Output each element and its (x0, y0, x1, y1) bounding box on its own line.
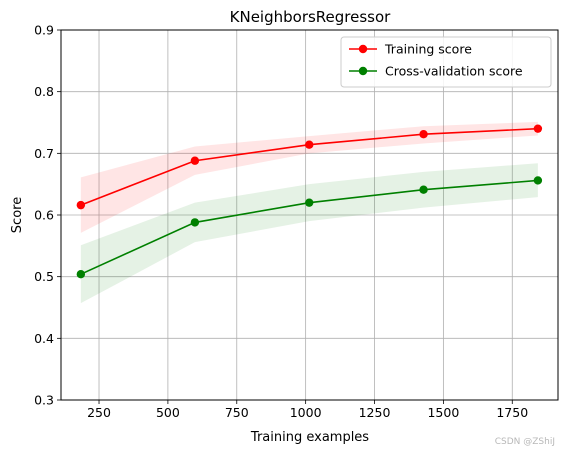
training-score-point (190, 156, 200, 165)
cross-validation-score-point (305, 198, 314, 207)
chart-title: KNeighborsRegressor (230, 8, 392, 26)
cross-validation-score-point (533, 176, 543, 185)
x-tick-label: 250 (87, 405, 111, 420)
y-tick-label: 0.4 (34, 331, 54, 346)
legend-training-score-marker (358, 44, 368, 54)
watermark: CSDN @ZShiJ (494, 437, 555, 447)
x-tick-label: 750 (225, 405, 249, 420)
cross-validation-score-point (190, 218, 200, 227)
legend-box (340, 36, 552, 88)
training-score-point (305, 140, 314, 149)
y-tick-label: 0.6 (34, 208, 54, 223)
cross-validation-score-point (76, 270, 86, 279)
axis-ticks: 250 500 750 1000 1250 1500 1750 0.3 0.4 0.5 0.6 0.7… (34, 23, 528, 421)
training-score-point (533, 124, 543, 133)
y-axis-label: Score (10, 197, 25, 233)
x-tick-label: 1250 (359, 405, 391, 420)
legend-cross-validation-score-label: Cross-validation score (385, 64, 523, 79)
legend: Training score Cross-validation score (340, 36, 552, 88)
legend-training-score-label: Training score (384, 42, 472, 57)
x-tick-label: 1000 (290, 405, 322, 420)
x-tick-label: 500 (156, 405, 180, 420)
training-score-band (80, 121, 538, 233)
series-points (76, 124, 543, 279)
cross-validation-score-point (419, 185, 428, 194)
x-tick-label: 1750 (496, 405, 528, 420)
training-score-point (419, 130, 428, 139)
y-tick-label: 0.5 (34, 269, 54, 284)
y-tick-label: 0.7 (34, 146, 54, 161)
y-tick-label: 0.8 (34, 84, 54, 99)
x-axis-label: Training examples (250, 430, 369, 445)
y-tick-label: 0.3 (34, 393, 54, 408)
training-score-point (76, 200, 86, 210)
cross-validation-score-band (80, 163, 538, 304)
confidence-bands (80, 121, 538, 304)
x-tick-label: 1500 (427, 405, 459, 420)
y-tick-label: 0.9 (34, 23, 54, 38)
legend-cross-validation-score-marker (358, 66, 368, 76)
